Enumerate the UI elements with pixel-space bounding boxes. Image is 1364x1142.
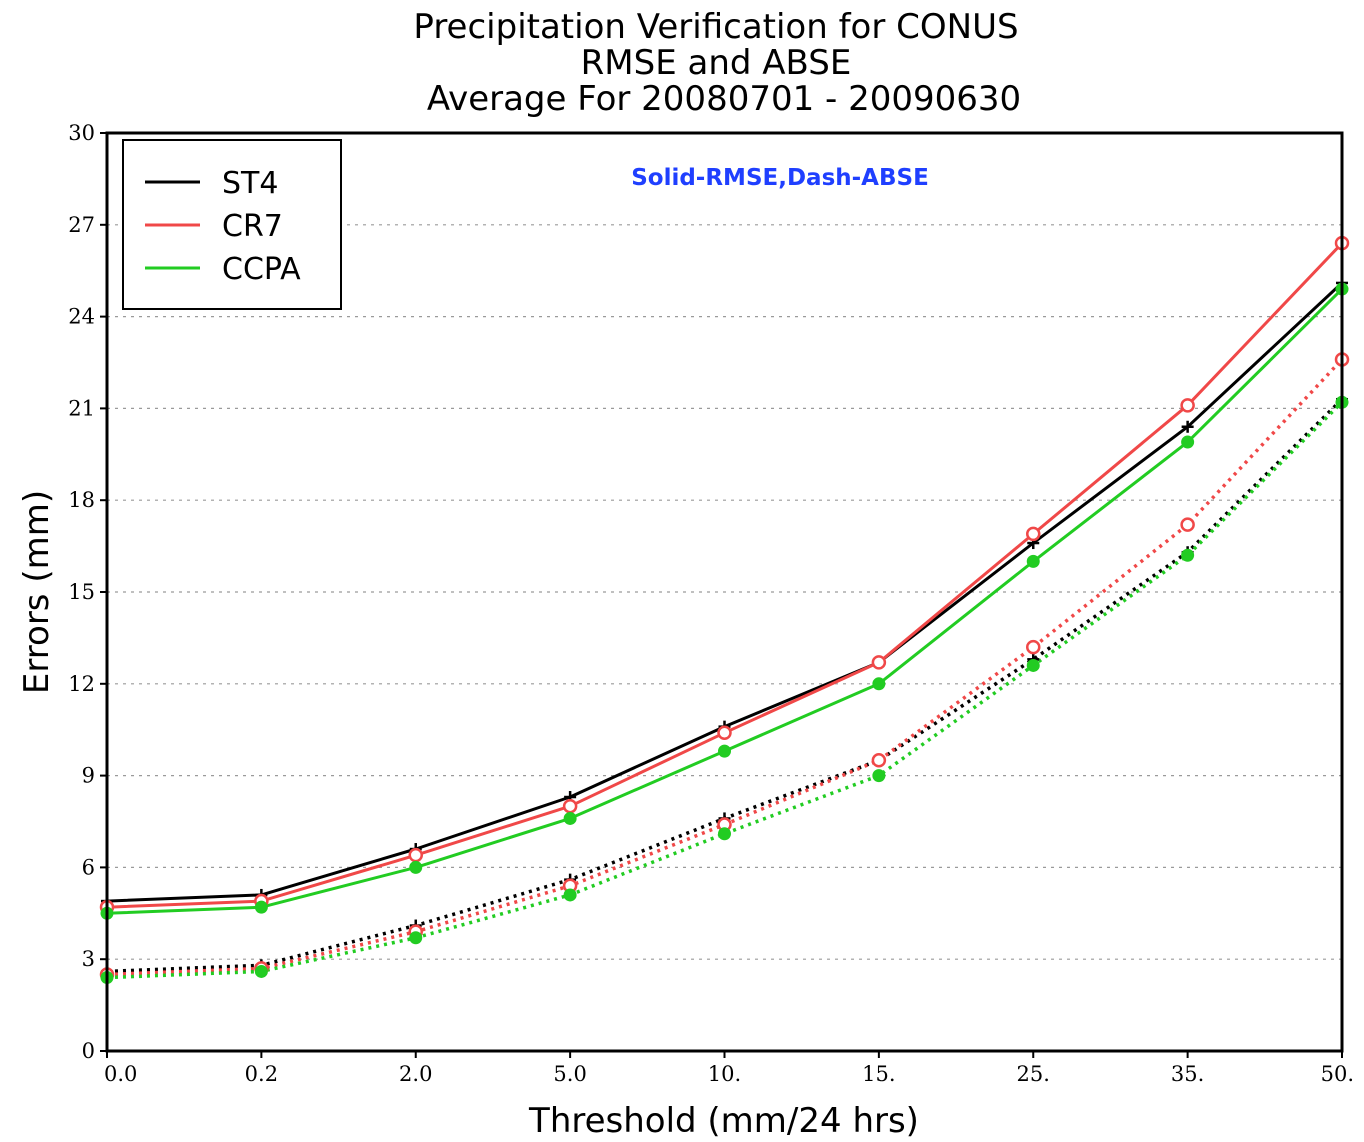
title-line-1: Precipitation Verification for CONUS	[413, 7, 1018, 47]
y-tick-label: 6	[82, 855, 95, 879]
x-tick-label: 35.	[1171, 1062, 1204, 1086]
series-markers	[99, 235, 1350, 985]
point-ccpa-rmse	[1026, 554, 1040, 568]
point-ccpa-rmse	[254, 900, 268, 914]
point-cr7-rmse	[562, 798, 578, 814]
point-cr7-rmse	[871, 655, 887, 670]
y-tick-label: 30	[68, 121, 95, 145]
y-tick-label: 3	[82, 947, 95, 971]
legend: ST4 CR7 CCPA	[122, 139, 342, 310]
gridlines	[107, 224, 1342, 960]
x-tick-label: 5.0	[553, 1062, 586, 1086]
point-ccpa-abse	[563, 888, 577, 902]
point-ccpa-abse	[409, 931, 423, 945]
y-tick-label: 21	[68, 396, 95, 420]
x-tick-label: 50.	[1321, 1062, 1354, 1086]
point-cr7-rmse	[408, 847, 423, 863]
y-tick-label: 0	[82, 1039, 95, 1063]
point-ccpa-abse	[872, 769, 886, 783]
x-tick-label: 25.	[1017, 1062, 1050, 1086]
y-tick-label: 27	[68, 213, 95, 237]
point-cr7-abse	[1026, 639, 1041, 655]
y-tick-label: 24	[68, 305, 95, 329]
point-cr7-rmse	[1026, 526, 1041, 542]
legend-label-st4: ST4	[222, 166, 278, 201]
point-ccpa-abse	[718, 827, 731, 841]
point-ccpa-abse	[254, 964, 268, 978]
y-axis-title: Errors (mm)	[17, 490, 57, 694]
x-tick-label: 0.0	[104, 1062, 137, 1086]
x-axis-title: Threshold (mm/24 hrs)	[528, 1101, 919, 1141]
x-tick-label: 10.	[708, 1062, 741, 1086]
point-cr7-abse	[871, 753, 887, 768]
legend-label-ccpa: CCPA	[222, 252, 301, 287]
x-axis-ticks: 0.0 0.2 2.0 5.0 10. 15. 25. 35. 50.	[104, 1051, 1354, 1086]
point-cr7-abse	[1180, 517, 1195, 532]
point-ccpa-rmse	[563, 811, 577, 825]
y-tick-label: 12	[68, 672, 95, 696]
y-tick-label: 9	[82, 764, 95, 788]
point-cr7-rmse	[1180, 398, 1195, 413]
y-tick-label: 15	[68, 580, 95, 604]
point-cr7-rmse	[717, 725, 732, 741]
point-st4-rmse	[1181, 420, 1194, 433]
point-ccpa-rmse	[1181, 435, 1195, 449]
point-ccpa-abse	[1181, 548, 1195, 562]
line-style-note: Solid-RMSE,Dash-ABSE	[631, 165, 929, 191]
point-ccpa-abse	[1026, 658, 1040, 672]
point-ccpa-rmse	[872, 677, 886, 691]
y-axis-ticks: 0 3 6 9 12 15 18 21 24 27 30	[68, 121, 107, 1063]
x-tick-label: 0.2	[245, 1062, 278, 1086]
point-ccpa-rmse	[718, 744, 731, 758]
title-line-2: RMSE and ABSE	[581, 43, 852, 83]
title-line-3: Average For 20080701 - 20090630	[427, 79, 1021, 119]
legend-label-cr7: CR7	[222, 209, 283, 244]
chart-title: Precipitation Verification for CONUS RMS…	[413, 7, 1021, 119]
x-tick-label: 2.0	[399, 1062, 432, 1086]
point-ccpa-rmse	[409, 860, 423, 874]
y-tick-label: 18	[68, 488, 95, 512]
x-tick-label: 15.	[862, 1062, 895, 1086]
